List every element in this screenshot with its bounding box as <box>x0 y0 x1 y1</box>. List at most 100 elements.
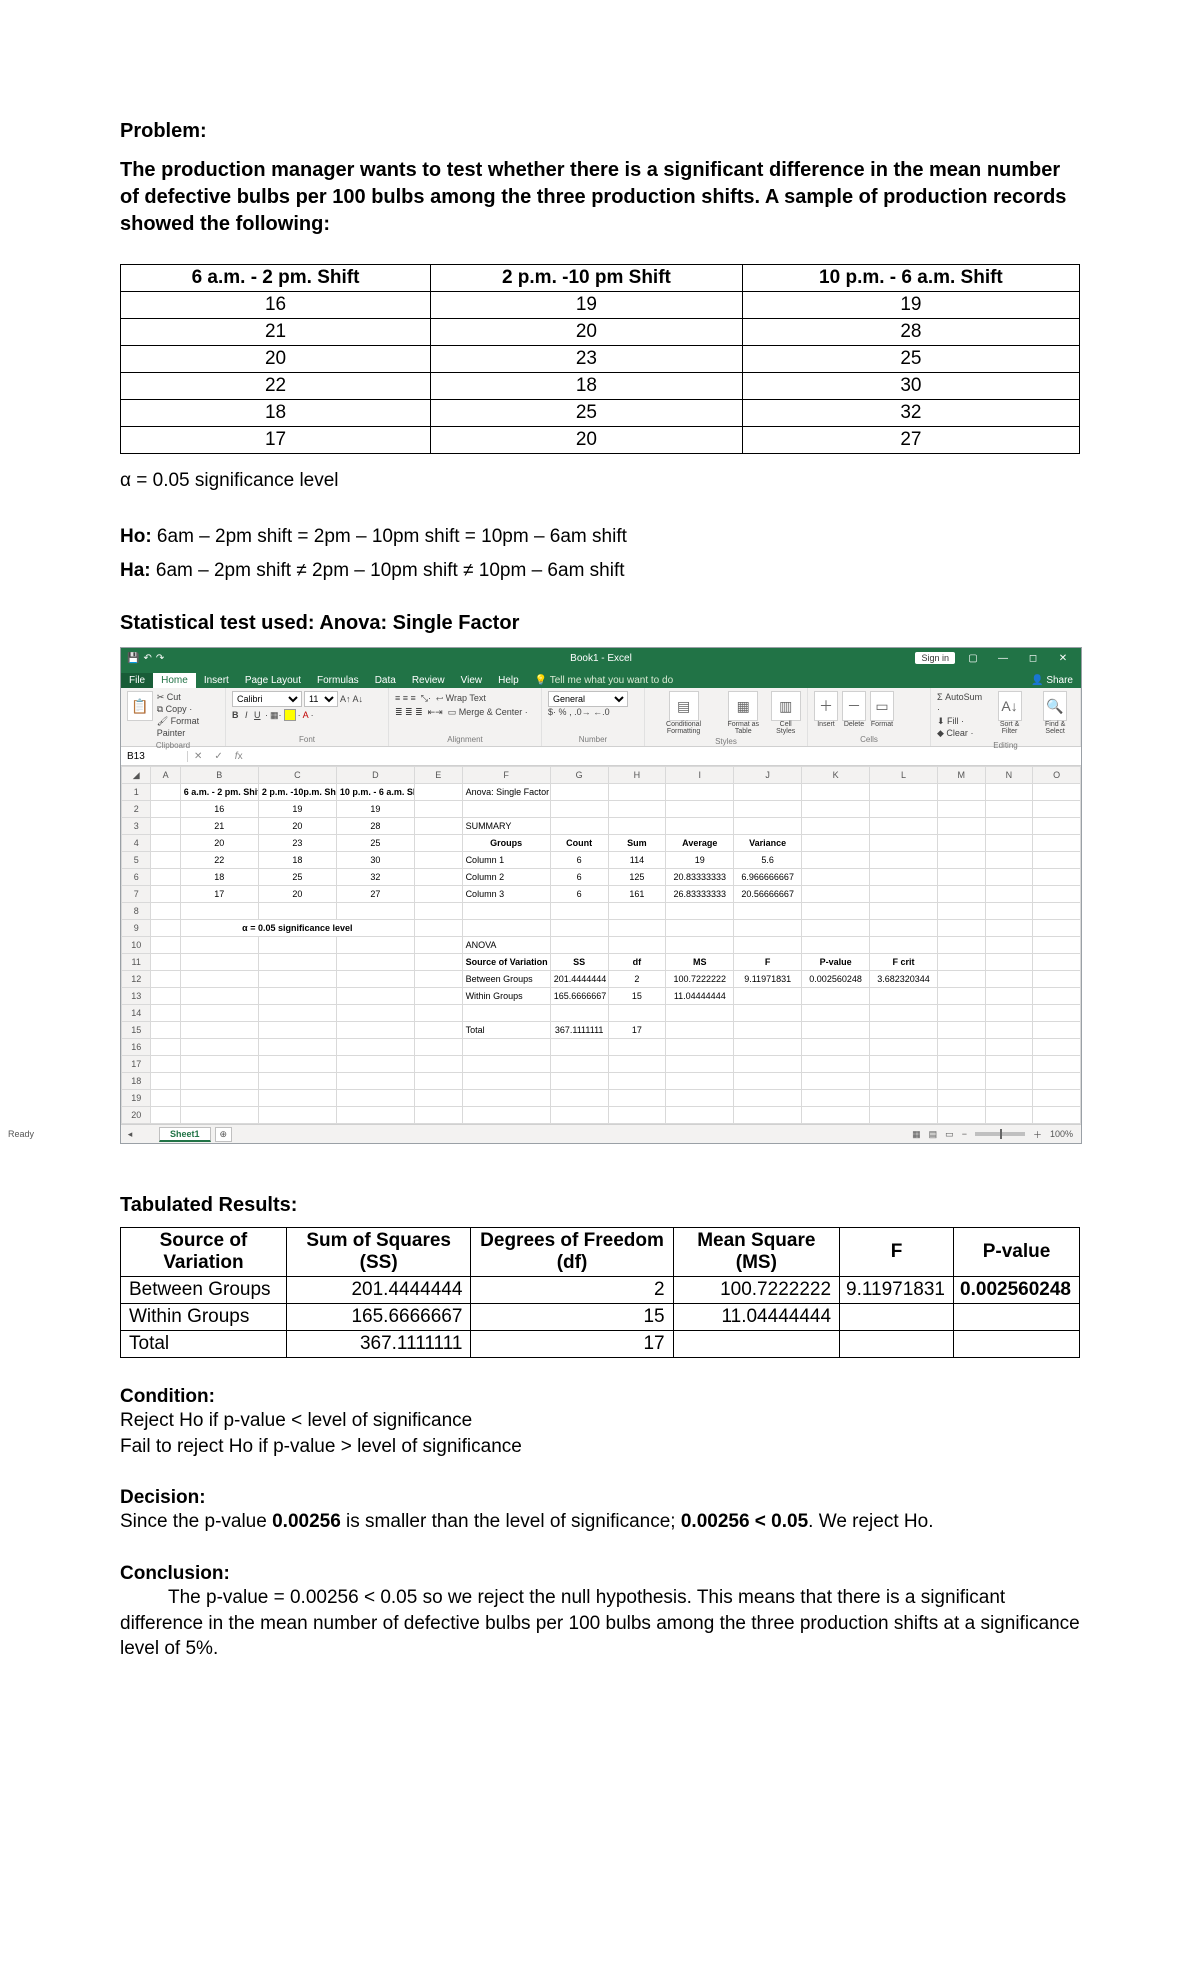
cell[interactable] <box>802 1107 870 1124</box>
cell[interactable] <box>462 801 550 818</box>
cell[interactable] <box>414 1073 462 1090</box>
cell[interactable] <box>414 1022 462 1039</box>
cell[interactable] <box>414 954 462 971</box>
cell[interactable] <box>734 920 802 937</box>
cell[interactable]: Sum <box>608 835 666 852</box>
cell[interactable] <box>870 886 938 903</box>
cell[interactable] <box>258 954 336 971</box>
row-header[interactable]: 1 <box>122 784 151 801</box>
enter-icon[interactable]: ✓ <box>208 751 228 762</box>
cell[interactable] <box>985 920 1033 937</box>
cell[interactable] <box>258 903 336 920</box>
cell[interactable] <box>550 1056 608 1073</box>
cell[interactable]: Between Groups <box>462 971 550 988</box>
cell[interactable] <box>414 818 462 835</box>
cell[interactable] <box>937 954 985 971</box>
cell[interactable] <box>151 1090 180 1107</box>
cell[interactable]: 11.04444444 <box>666 988 734 1005</box>
cell[interactable] <box>1033 818 1081 835</box>
cell[interactable]: ANOVA <box>462 937 550 954</box>
row-header[interactable]: 5 <box>122 852 151 869</box>
cell[interactable] <box>985 1039 1033 1056</box>
cell[interactable] <box>336 971 414 988</box>
cell[interactable] <box>608 1090 666 1107</box>
tab-insert[interactable]: Insert <box>196 673 237 688</box>
cell[interactable] <box>550 903 608 920</box>
cell[interactable] <box>550 818 608 835</box>
cell[interactable]: 17 <box>180 886 258 903</box>
cell[interactable] <box>151 1005 180 1022</box>
cell[interactable] <box>937 971 985 988</box>
row-header[interactable]: 19 <box>122 1090 151 1107</box>
clear-button[interactable]: Clear <box>946 728 968 738</box>
cell[interactable] <box>151 1039 180 1056</box>
cell[interactable]: 18 <box>258 852 336 869</box>
column-header[interactable]: N <box>985 767 1033 784</box>
cell[interactable] <box>666 1039 734 1056</box>
wrap-text-button[interactable]: ↩ Wrap Text <box>436 693 486 703</box>
cell[interactable] <box>937 852 985 869</box>
cell[interactable]: df <box>608 954 666 971</box>
merge-center-button[interactable]: ▭ Merge & Center · <box>448 707 528 717</box>
cell[interactable] <box>870 1107 938 1124</box>
cell[interactable] <box>608 1039 666 1056</box>
cell[interactable] <box>666 1005 734 1022</box>
cell[interactable] <box>151 886 180 903</box>
cell[interactable]: 20 <box>258 886 336 903</box>
cell[interactable]: P-value <box>802 954 870 971</box>
row-header[interactable]: 3 <box>122 818 151 835</box>
column-header[interactable]: H <box>608 767 666 784</box>
cell[interactable] <box>734 1022 802 1039</box>
ribbon-display-icon[interactable]: ▢ <box>961 653 985 664</box>
row-header[interactable]: 4 <box>122 835 151 852</box>
cell[interactable]: 2 p.m. -10p.m. Shift <box>258 784 336 801</box>
cell[interactable] <box>608 818 666 835</box>
cell[interactable]: 6 <box>550 852 608 869</box>
cell[interactable] <box>734 1107 802 1124</box>
zoom-in-icon[interactable]: ＋ <box>1033 1128 1042 1141</box>
cell[interactable] <box>336 1073 414 1090</box>
cell[interactable] <box>802 886 870 903</box>
format-painter-button[interactable]: Format Painter <box>157 716 199 738</box>
cell[interactable]: 201.4444444 <box>550 971 608 988</box>
cell[interactable] <box>414 1056 462 1073</box>
cell[interactable] <box>666 903 734 920</box>
cell[interactable] <box>802 903 870 920</box>
cell[interactable] <box>985 1090 1033 1107</box>
cell[interactable] <box>666 1056 734 1073</box>
cell[interactable] <box>870 801 938 818</box>
cell[interactable]: 28 <box>336 818 414 835</box>
cell[interactable] <box>985 1022 1033 1039</box>
tab-help[interactable]: Help <box>490 673 527 688</box>
cell[interactable]: 16 <box>180 801 258 818</box>
cell[interactable] <box>180 1073 258 1090</box>
cell[interactable] <box>802 1073 870 1090</box>
tab-view[interactable]: View <box>453 673 491 688</box>
fill-color-button[interactable] <box>284 709 296 721</box>
cell[interactable]: 367.1111111 <box>550 1022 608 1039</box>
row-header[interactable]: 8 <box>122 903 151 920</box>
cell[interactable] <box>802 784 870 801</box>
insert-cells-button[interactable]: ＋Insert <box>814 691 838 728</box>
cell[interactable] <box>870 852 938 869</box>
cell[interactable] <box>734 937 802 954</box>
cell[interactable] <box>414 784 462 801</box>
cell[interactable] <box>608 1056 666 1073</box>
cell[interactable] <box>802 1022 870 1039</box>
cell[interactable] <box>151 869 180 886</box>
cell[interactable] <box>1033 801 1081 818</box>
column-header[interactable]: O <box>1033 767 1081 784</box>
cell[interactable]: 27 <box>336 886 414 903</box>
cell[interactable] <box>550 1005 608 1022</box>
cell[interactable] <box>666 937 734 954</box>
cell[interactable]: SS <box>550 954 608 971</box>
cell[interactable] <box>937 886 985 903</box>
cell[interactable] <box>734 818 802 835</box>
delete-cells-button[interactable]: －Delete <box>842 691 866 728</box>
cell[interactable]: 26.83333333 <box>666 886 734 903</box>
cell[interactable] <box>937 1107 985 1124</box>
cell[interactable]: 18 <box>180 869 258 886</box>
cell[interactable] <box>414 920 462 937</box>
cell[interactable]: 19 <box>336 801 414 818</box>
cell[interactable] <box>870 988 938 1005</box>
